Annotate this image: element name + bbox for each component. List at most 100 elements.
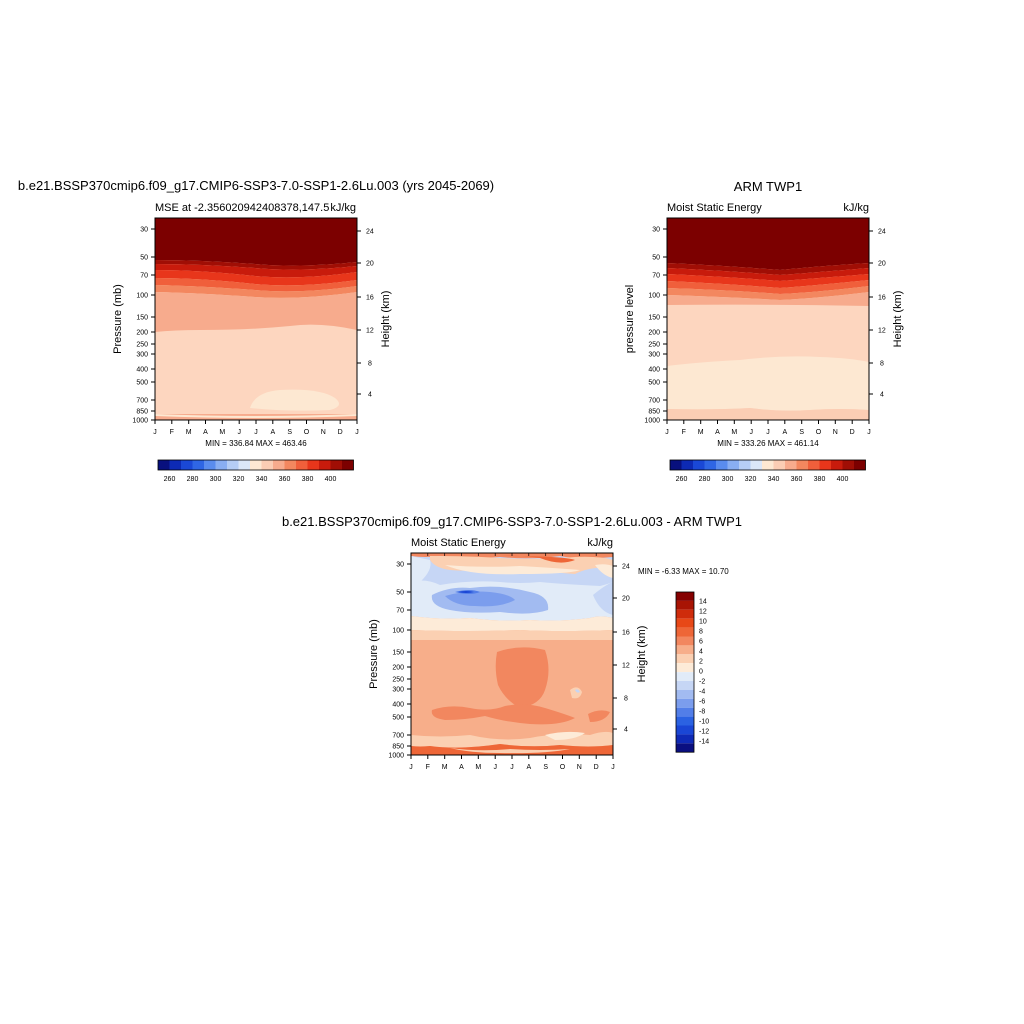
panel-a-x-tick-aug: A — [270, 420, 275, 436]
panel-a-colorbar-label-400: 400 — [325, 476, 337, 483]
panel-c-y-tick-500: 500 — [392, 715, 411, 722]
svg-text:150: 150 — [392, 650, 404, 657]
svg-text:A: A — [270, 429, 275, 436]
panel-c-top-minor-ticks — [427, 553, 597, 556]
svg-text:J: J — [153, 429, 157, 436]
panel-a-x-tick-feb: F — [170, 420, 174, 436]
panel-b-y-tick-700: 700 — [648, 398, 667, 405]
panel-a-colorbar-label-300: 300 — [210, 476, 222, 483]
panel-c-y2-tick-16: 16 — [613, 630, 630, 637]
panel-c-minmax: MIN = -6.33 MAX = 10.70 — [638, 567, 729, 576]
svg-text:J: J — [510, 764, 514, 771]
panel-c-x-tick-nov: N — [577, 755, 582, 771]
svg-text:4: 4 — [368, 392, 372, 399]
svg-text:700: 700 — [648, 398, 660, 405]
panel-c-x-tick-mar: M — [442, 755, 448, 771]
panel-a-x-tick-may: M — [219, 420, 225, 436]
panel-b-x-tick-dec: D — [850, 420, 855, 436]
panel-a-y2-label: Height (km) — [380, 291, 392, 348]
panel-b-x-tick-oct: O — [816, 420, 822, 436]
panel-c-colorbar-label-minus-6: -6 — [699, 698, 705, 705]
panel-a-y2-tick-12: 12 — [357, 328, 374, 335]
svg-text:J: J — [665, 429, 669, 436]
svg-text:J: J — [254, 429, 258, 436]
panel-a-colorbar: 260 280 300 320 340 360 380 400 — [157, 459, 354, 483]
svg-text:M: M — [731, 429, 737, 436]
panel-c-y-tick-70: 70 — [396, 608, 411, 615]
svg-text:100: 100 — [648, 293, 660, 300]
svg-text:1000: 1000 — [644, 418, 660, 425]
panel-a-y-tick-1000: 1000 — [132, 418, 155, 425]
panel-c-x-tick-dec: D — [594, 755, 599, 771]
panel-b-y-tick-200: 200 — [648, 330, 667, 337]
svg-text:J: J — [867, 429, 871, 436]
svg-text:850: 850 — [648, 409, 660, 416]
panel-a-y2-tick-24: 24 — [357, 229, 374, 236]
panel-c-y-label: Pressure (mb) — [368, 619, 380, 689]
svg-text:250: 250 — [136, 342, 148, 349]
panel-b-x-tick-sep: S — [799, 420, 804, 436]
panel-b-x-tick-feb: F — [682, 420, 686, 436]
svg-text:250: 250 — [392, 677, 404, 684]
panel-c-colorbar-label-14: 14 — [699, 598, 707, 605]
panel-b-y-tick-250: 250 — [648, 342, 667, 349]
svg-text:O: O — [304, 429, 310, 436]
svg-text:N: N — [577, 764, 582, 771]
panel-a-colorbar-label-380: 380 — [302, 476, 314, 483]
panel-c-x-tick-jun: J — [493, 755, 497, 771]
svg-text:20: 20 — [622, 596, 630, 603]
panel-b-title: ARM TWP1 — [734, 179, 802, 194]
panel-a-x-tick-jul: J — [254, 420, 258, 436]
panel-a-colorbar-label-340: 340 — [256, 476, 268, 483]
panel-a-y2-axis: 24 20 16 12 8 4 — [357, 229, 374, 399]
panel-b-x-tick-jan2: J — [867, 420, 871, 436]
svg-text:J: J — [493, 764, 497, 771]
panel-b-y2-axis: 24 20 16 12 8 4 — [869, 229, 886, 399]
svg-text:50: 50 — [140, 255, 148, 262]
panel-b-y2-label: Height (km) — [892, 291, 904, 348]
panel-a-y-tick-500: 500 — [136, 380, 155, 387]
svg-text:O: O — [816, 429, 822, 436]
panel-b-y-tick-30: 30 — [652, 227, 667, 234]
svg-text:400: 400 — [392, 702, 404, 709]
panel-a-y-tick-200: 200 — [136, 330, 155, 337]
svg-text:A: A — [459, 764, 464, 771]
panel-b-y2-tick-20: 20 — [869, 261, 886, 268]
panel-a-y-tick-250: 250 — [136, 342, 155, 349]
svg-text:300: 300 — [648, 352, 660, 359]
panel-b-colorbar-label-360: 360 — [791, 476, 803, 483]
svg-text:200: 200 — [392, 665, 404, 672]
panel-a-y-tick-700: 700 — [136, 398, 155, 405]
panel-a-x-tick-apr: A — [203, 420, 208, 436]
panel-c-y2-tick-12: 12 — [613, 663, 630, 670]
svg-text:12: 12 — [622, 663, 630, 670]
svg-text:20: 20 — [366, 261, 374, 268]
panel-c-x-tick-feb: F — [426, 755, 430, 771]
panel-a-contour-field — [155, 218, 357, 420]
panel-b-variable-label: Moist Static Energy — [667, 202, 762, 214]
panel-a-colorbar-label-320: 320 — [233, 476, 245, 483]
panel-b-units-label: kJ/kg — [843, 202, 869, 214]
svg-text:4: 4 — [880, 392, 884, 399]
panel-c-colorbar-label-minus-12: -12 — [699, 728, 709, 735]
panel-a-colorbar-label-260: 260 — [164, 476, 176, 483]
panel-a-colorbar-label-360: 360 — [279, 476, 291, 483]
panel-b-y2-tick-16: 16 — [869, 295, 886, 302]
svg-text:J: J — [237, 429, 241, 436]
svg-text:400: 400 — [136, 367, 148, 374]
panel-c-x-tick-may: M — [475, 755, 481, 771]
panel-b-y2-tick-8: 8 — [869, 361, 884, 368]
panel-b-colorbar-label-280: 280 — [699, 476, 711, 483]
panel-b-y-tick-500: 500 — [648, 380, 667, 387]
svg-text:850: 850 — [136, 409, 148, 416]
panel-b-y-tick-100: 100 — [648, 293, 667, 300]
panel-b-y-axis: 30 50 70 100 150 200 250 300 400 500 700… — [644, 227, 667, 425]
svg-text:12: 12 — [366, 328, 374, 335]
panel-a-x-tick-dec: D — [338, 420, 343, 436]
svg-text:700: 700 — [392, 733, 404, 740]
panel-c-colorbar-swatches — [675, 591, 695, 753]
svg-text:A: A — [526, 764, 531, 771]
svg-text:8: 8 — [624, 696, 628, 703]
panel-a-y-tick-30: 30 — [140, 227, 155, 234]
panel-c-title: b.e21.BSSP370cmip6.f09_g17.CMIP6-SSP3-7.… — [282, 514, 742, 529]
